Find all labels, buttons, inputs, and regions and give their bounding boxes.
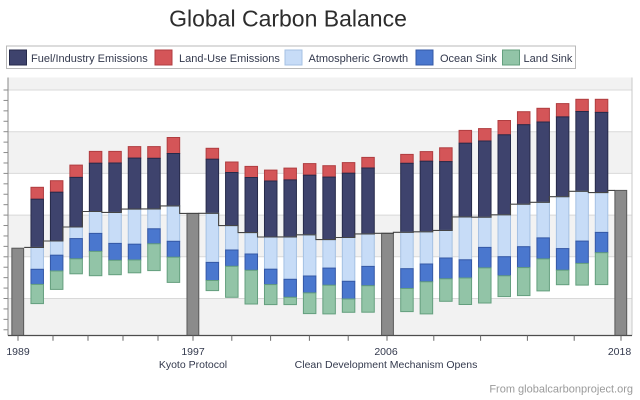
- svg-text:2006: 2006: [374, 346, 398, 358]
- svg-text:1989: 1989: [6, 346, 30, 358]
- svg-text:1997: 1997: [181, 346, 205, 358]
- svg-text:2018: 2018: [608, 346, 632, 358]
- svg-text:Kyoto Protocol: Kyoto Protocol: [159, 359, 227, 371]
- svg-text:Land-Use Emissions: Land-Use Emissions: [179, 53, 280, 65]
- svg-text:Global Carbon Balance: Global Carbon Balance: [169, 6, 407, 32]
- svg-text:Atmospheric Growth: Atmospheric Growth: [309, 53, 409, 65]
- svg-text:Land Sink: Land Sink: [524, 53, 573, 65]
- svg-text:Fuel/Industry Emissions: Fuel/Industry Emissions: [31, 53, 148, 65]
- svg-text:Ocean Sink: Ocean Sink: [440, 53, 497, 65]
- svg-text:Clean Development Mechanism Op: Clean Development Mechanism Opens: [295, 359, 478, 371]
- svg-text:From globalcarbonproject.org: From globalcarbonproject.org: [489, 384, 633, 396]
